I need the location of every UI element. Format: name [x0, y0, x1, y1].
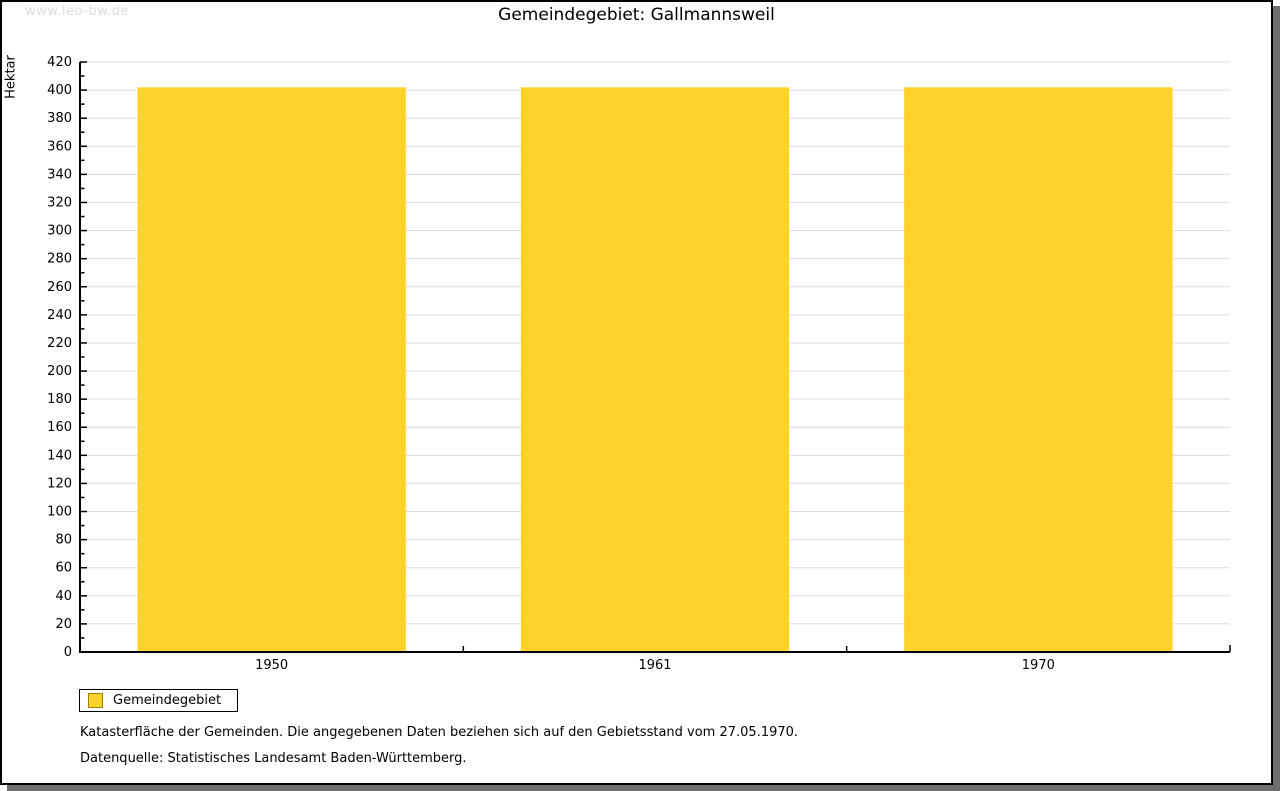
y-tick-label: 380 — [47, 111, 72, 126]
y-tick-label: 320 — [47, 195, 72, 210]
footnote-source: Datenquelle: Statistisches Landesamt Bad… — [80, 751, 467, 766]
y-tick-label: 340 — [47, 167, 72, 182]
y-tick-label: 260 — [47, 280, 72, 295]
y-tick-label: 40 — [55, 589, 72, 604]
y-tick-label: 180 — [47, 392, 72, 407]
watermark: www.leo-bw.de — [25, 4, 129, 19]
x-tick-label: 1950 — [255, 658, 288, 673]
y-tick-label: 100 — [47, 505, 72, 520]
y-tick-label: 120 — [47, 476, 72, 491]
y-tick-label: 20 — [55, 617, 72, 632]
chart-title: Gemeindegebiet: Gallmannsweil — [498, 5, 775, 25]
bar-1950 — [137, 87, 406, 653]
bar-1970 — [904, 87, 1173, 653]
legend: Gemeindegebiet — [79, 689, 239, 712]
y-tick-label: 280 — [47, 252, 72, 267]
y-tick-label: 200 — [47, 364, 72, 379]
y-tick-label: 420 — [47, 55, 72, 70]
y-tick-label: 360 — [47, 139, 72, 154]
y-tick-label: 60 — [55, 561, 72, 576]
legend-label: Gemeindegebiet — [113, 693, 222, 708]
footnote-description: Katasterfläche der Gemeinden. Die angege… — [80, 725, 799, 740]
y-tick-label: 160 — [47, 420, 72, 435]
legend-swatch-icon — [88, 693, 103, 708]
x-tick-label: 1961 — [638, 658, 671, 673]
x-tick-label: 1970 — [1022, 658, 1055, 673]
y-tick-label: 0 — [64, 645, 72, 660]
y-tick-label: 220 — [47, 336, 72, 351]
bar-1961 — [520, 87, 790, 653]
y-tick-label: 80 — [55, 533, 72, 548]
y-tick-label: 140 — [47, 448, 72, 463]
y-tick-label: 400 — [47, 83, 72, 98]
y-tick-label: 300 — [47, 224, 72, 239]
y-tick-label: 240 — [47, 308, 72, 323]
